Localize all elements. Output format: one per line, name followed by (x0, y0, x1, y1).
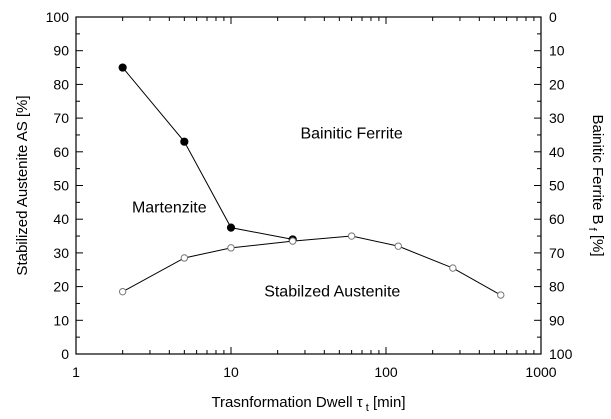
data-point-open (394, 242, 402, 250)
y-right-tick-label: 50 (549, 178, 565, 194)
y-left-tick-label: 50 (53, 178, 69, 194)
x-tick-label: 100 (374, 364, 398, 380)
series-lines (122, 67, 502, 296)
y-right-tick-label: 10 (549, 43, 565, 59)
plot-border (75, 16, 542, 355)
plot-frame (75, 16, 542, 355)
x-tick-label: 1000 (525, 364, 556, 380)
y-left-tick-label: 20 (53, 279, 69, 295)
series-line-1 (122, 67, 293, 240)
region-label: Stabilzed Austenite (264, 284, 400, 301)
data-point-open (118, 287, 127, 296)
series-points (118, 63, 505, 299)
y-right-tick-label: 0 (549, 9, 557, 25)
y-left-tick-label: 70 (53, 110, 69, 126)
y-right-tick-label: 60 (549, 211, 565, 227)
y-left-axis-title: Stabilized Austenite AS [%] (14, 95, 31, 275)
y-right-tick-label: 70 (549, 245, 565, 261)
y-left-tick-label: 60 (53, 144, 69, 160)
data-point-filled (226, 223, 236, 232)
y-right-axis-title: Bainitic Ferrite B f [%] (586, 114, 606, 256)
region-label: Bainitic Ferrite (300, 125, 402, 142)
y-right-tick-label: 30 (549, 110, 565, 126)
y-left-tick-label: 10 (53, 312, 69, 328)
y-right-tick-label: 90 (549, 312, 565, 328)
data-point-open (288, 237, 297, 245)
y-left-tick-label: 0 (61, 346, 69, 362)
y-right-tick-label: 20 (549, 76, 565, 92)
axis-ticks (75, 16, 542, 355)
series-line-2 (122, 235, 502, 296)
data-point-open (449, 264, 457, 272)
data-point-open (180, 254, 189, 262)
data-point-filled (118, 63, 127, 72)
x-tick-label: 10 (223, 364, 239, 380)
x-tick-label: 1 (72, 364, 80, 380)
data-point-filled (180, 137, 189, 146)
y-left-tick-label: 30 (53, 245, 69, 261)
data-point-open (497, 291, 505, 299)
y-left-tick-label: 80 (53, 76, 69, 92)
data-point-open (347, 232, 356, 240)
x-axis-title: Trasnformation Dwell τ t [min] (211, 394, 405, 414)
y-right-tick-label: 100 (549, 346, 573, 362)
data-point-open (227, 244, 235, 252)
y-left-tick-label: 100 (46, 9, 70, 25)
y-right-tick-label: 80 (549, 279, 565, 295)
y-right-tick-label: 40 (549, 144, 565, 160)
y-left-tick-label: 90 (53, 43, 69, 59)
region-label: Martenzite (132, 199, 207, 216)
y-left-tick-label: 40 (53, 211, 69, 227)
